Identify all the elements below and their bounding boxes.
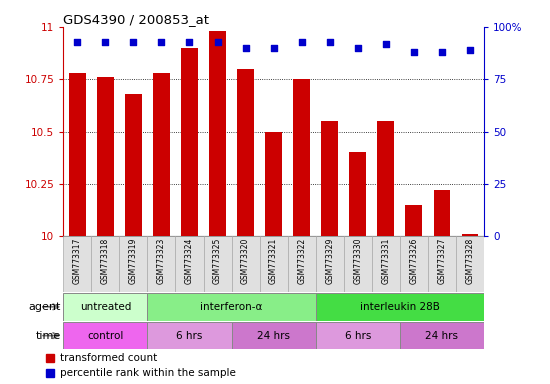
- Text: GSM773319: GSM773319: [129, 238, 138, 284]
- Bar: [344, 236, 372, 292]
- Bar: [377, 121, 394, 236]
- Text: interferon-α: interferon-α: [200, 302, 263, 312]
- Bar: [288, 236, 316, 292]
- Bar: [69, 73, 86, 236]
- Bar: [63, 236, 91, 292]
- Bar: [63, 293, 147, 321]
- Text: GSM773326: GSM773326: [409, 238, 419, 284]
- Bar: [321, 121, 338, 236]
- Bar: [293, 79, 310, 236]
- Text: percentile rank within the sample: percentile rank within the sample: [60, 368, 236, 378]
- Text: GDS4390 / 200853_at: GDS4390 / 200853_at: [63, 13, 209, 26]
- Point: [438, 49, 447, 55]
- Bar: [175, 236, 204, 292]
- Bar: [181, 48, 198, 236]
- Point: [353, 45, 362, 51]
- Bar: [119, 236, 147, 292]
- Bar: [204, 236, 232, 292]
- Bar: [91, 236, 119, 292]
- Bar: [260, 236, 288, 292]
- Text: 24 hrs: 24 hrs: [257, 331, 290, 341]
- Bar: [63, 322, 147, 349]
- Point: [270, 45, 278, 51]
- Point: [129, 38, 138, 45]
- Bar: [400, 236, 428, 292]
- Text: 24 hrs: 24 hrs: [426, 331, 459, 341]
- Text: transformed count: transformed count: [60, 353, 157, 363]
- Text: untreated: untreated: [80, 302, 131, 312]
- Text: time: time: [35, 331, 60, 341]
- Bar: [209, 31, 226, 236]
- Bar: [97, 77, 114, 236]
- Text: GSM773324: GSM773324: [185, 238, 194, 284]
- Bar: [147, 293, 316, 321]
- Bar: [237, 69, 254, 236]
- Point: [382, 41, 390, 47]
- Bar: [433, 190, 450, 236]
- Text: GSM773327: GSM773327: [437, 238, 447, 284]
- Point: [409, 49, 418, 55]
- Bar: [125, 94, 142, 236]
- Bar: [232, 322, 316, 349]
- Bar: [46, 369, 54, 377]
- Bar: [265, 132, 282, 236]
- Point: [297, 38, 306, 45]
- Text: GSM773329: GSM773329: [325, 238, 334, 284]
- Bar: [147, 322, 232, 349]
- Bar: [461, 234, 478, 236]
- Text: 6 hrs: 6 hrs: [345, 331, 371, 341]
- Text: GSM773330: GSM773330: [353, 238, 362, 284]
- Point: [157, 38, 166, 45]
- Text: GSM773322: GSM773322: [297, 238, 306, 284]
- Point: [185, 38, 194, 45]
- Bar: [400, 322, 484, 349]
- Point: [326, 38, 334, 45]
- Point: [73, 38, 82, 45]
- Text: GSM773317: GSM773317: [73, 238, 82, 284]
- Text: 6 hrs: 6 hrs: [177, 331, 202, 341]
- Text: GSM773325: GSM773325: [213, 238, 222, 284]
- Bar: [46, 354, 54, 362]
- Bar: [405, 205, 422, 236]
- Text: GSM773331: GSM773331: [381, 238, 390, 284]
- Bar: [372, 236, 400, 292]
- Bar: [316, 322, 400, 349]
- Point: [465, 47, 474, 53]
- Bar: [349, 152, 366, 236]
- Text: control: control: [87, 331, 124, 341]
- Text: GSM773320: GSM773320: [241, 238, 250, 284]
- Text: GSM773328: GSM773328: [465, 238, 475, 284]
- Text: agent: agent: [28, 302, 60, 312]
- Bar: [456, 236, 484, 292]
- Point: [241, 45, 250, 51]
- Point: [213, 38, 222, 45]
- Bar: [147, 236, 175, 292]
- Bar: [428, 236, 456, 292]
- Text: GSM773321: GSM773321: [269, 238, 278, 284]
- Text: interleukin 28B: interleukin 28B: [360, 302, 440, 312]
- Point: [101, 38, 110, 45]
- Bar: [316, 236, 344, 292]
- Text: GSM773323: GSM773323: [157, 238, 166, 284]
- Bar: [316, 293, 484, 321]
- Bar: [153, 73, 170, 236]
- Bar: [232, 236, 260, 292]
- Text: GSM773318: GSM773318: [101, 238, 110, 284]
